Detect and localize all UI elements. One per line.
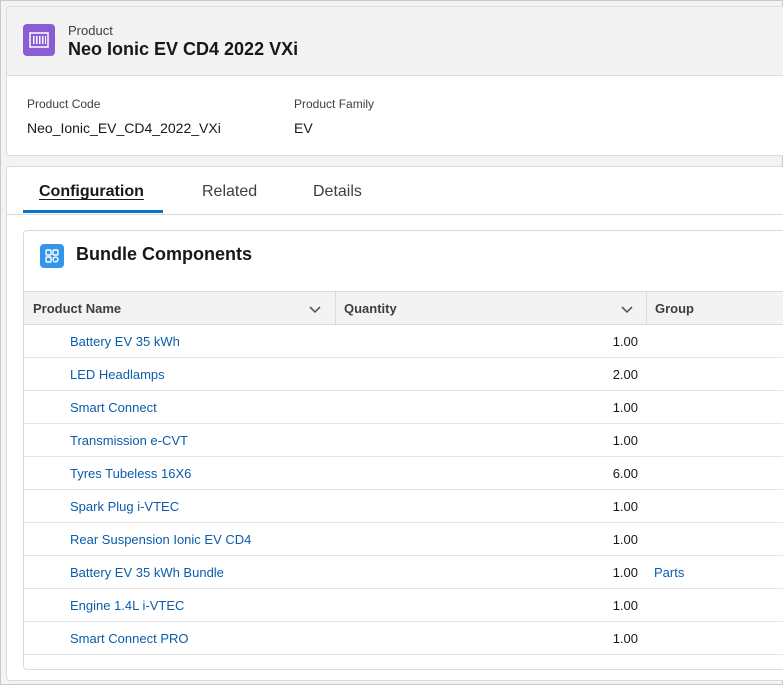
table-row: Rear Suspension Ionic EV CD4 1.00: [24, 523, 783, 556]
grid-rows: Battery EV 35 kWh 1.00 LED Headlamps 2.0…: [24, 325, 783, 655]
product-name-link[interactable]: Battery EV 35 kWh: [70, 334, 180, 349]
quantity-cell: 1.00: [612, 400, 638, 415]
quantity-cell: 1.00: [612, 532, 638, 547]
quantity-cell: 1.00: [612, 631, 638, 646]
field-label: Product Family: [294, 97, 375, 111]
field-product-family: Product Family EV: [294, 97, 374, 136]
bundle-components-card: Bundle Components Product Name Quantity …: [23, 230, 783, 670]
table-row: Smart Connect 1.00: [24, 391, 783, 424]
tab-details[interactable]: Details: [313, 183, 362, 200]
quantity-cell: 1.00: [612, 433, 638, 448]
table-row: Spark Plug i-VTEC 1.00: [24, 490, 783, 523]
product-name-link[interactable]: Transmission e-CVT: [70, 433, 188, 448]
record-type-label: Product: [68, 23, 113, 38]
product-name-link[interactable]: Tyres Tubeless 16X6: [70, 466, 192, 481]
field-value: Neo_Ionic_EV_CD4_2022_VXi: [27, 120, 221, 136]
field-product-code: Product Code Neo_Ionic_EV_CD4_2022_VXi: [27, 97, 221, 136]
product-name-link[interactable]: LED Headlamps: [70, 367, 165, 382]
quantity-cell: 1.00: [612, 499, 638, 514]
tab-configuration[interactable]: Configuration: [39, 183, 144, 200]
product-name-link[interactable]: Smart Connect PRO: [70, 631, 189, 646]
quantity-cell: 2.00: [612, 367, 638, 382]
column-divider[interactable]: [335, 292, 336, 325]
record-title: Neo Ionic EV CD4 2022 VXi: [68, 39, 299, 59]
column-header-quantity[interactable]: Quantity: [344, 301, 397, 316]
chevron-down-icon[interactable]: [308, 302, 322, 316]
tab-related[interactable]: Related: [202, 183, 258, 200]
column-header-group[interactable]: Group: [655, 301, 694, 316]
table-row: Smart Connect PRO 1.00: [24, 622, 783, 655]
bundle-components-icon: [40, 244, 64, 268]
tab-bar: Configuration Related Details: [7, 167, 783, 215]
record-header: Product Neo Ionic EV CD4 2022 VXi Produc…: [6, 6, 783, 156]
quantity-cell: 6.00: [612, 466, 638, 481]
product-name-link[interactable]: Battery EV 35 kWh Bundle: [70, 565, 224, 580]
product-name-link[interactable]: Spark Plug i-VTEC: [70, 499, 180, 514]
table-row: Battery EV 35 kWh Bundle 1.00 Parts: [24, 556, 783, 589]
product-name-link[interactable]: Smart Connect: [70, 400, 157, 415]
table-row: Battery EV 35 kWh 1.00: [24, 325, 783, 358]
quantity-cell: 1.00: [612, 598, 638, 613]
table-row: Transmission e-CVT 1.00: [24, 424, 783, 457]
field-value: EV: [294, 120, 313, 136]
product-name-link[interactable]: Engine 1.4L i-VTEC: [70, 598, 185, 613]
product-name-link[interactable]: Rear Suspension Ionic EV CD4: [70, 532, 252, 547]
chevron-down-icon[interactable]: [620, 302, 634, 316]
field-label: Product Code: [27, 97, 101, 111]
group-cell: Parts: [654, 565, 685, 580]
tabset-card: Configuration Related Details Bundle Com…: [6, 166, 783, 681]
table-row: Tyres Tubeless 16X6 6.00: [24, 457, 783, 490]
column-divider[interactable]: [646, 292, 647, 325]
product-barcode-icon: [23, 24, 55, 56]
table-row: LED Headlamps 2.00: [24, 358, 783, 391]
quantity-cell: 1.00: [612, 334, 638, 349]
grid-header: Product Name Quantity Group: [24, 291, 783, 325]
record-header-top: Product Neo Ionic EV CD4 2022 VXi: [7, 7, 783, 76]
column-header-product-name[interactable]: Product Name: [33, 301, 122, 316]
quantity-cell: 1.00: [612, 565, 638, 580]
bundle-components-title: Bundle Components: [76, 244, 252, 264]
table-row: Engine 1.4L i-VTEC 1.00: [24, 589, 783, 622]
active-tab-indicator: [23, 210, 163, 213]
